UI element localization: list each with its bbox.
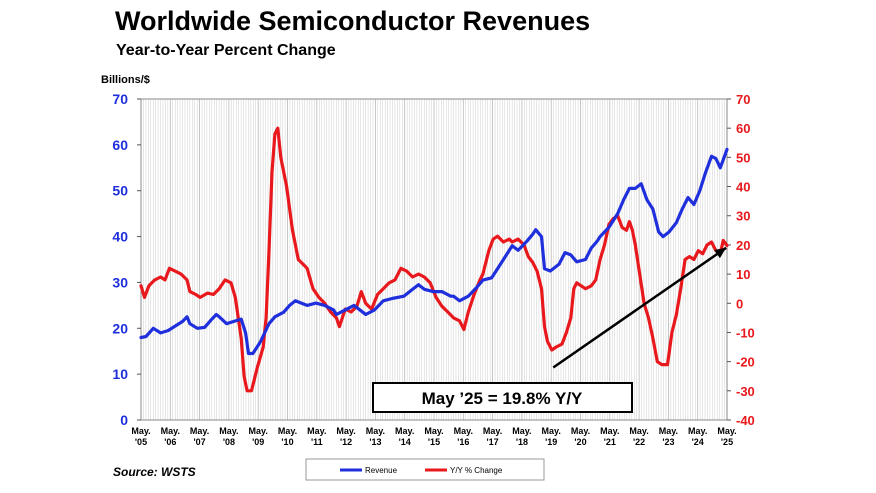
x-tick-year-label: '16 <box>457 437 469 447</box>
right-tick-label: 50 <box>736 150 750 165</box>
right-tick-label: -30 <box>736 384 755 399</box>
x-tick-label: May. <box>395 426 414 436</box>
left-tick-label: 40 <box>112 229 128 245</box>
x-tick-label: May. <box>600 426 619 436</box>
right-tick-label: 70 <box>736 92 750 107</box>
x-tick-label: May. <box>219 426 238 436</box>
x-tick-label: May. <box>454 426 473 436</box>
x-tick-year-label: '09 <box>252 437 264 447</box>
x-tick-label: May. <box>190 426 209 436</box>
x-tick-year-label: '14 <box>399 437 411 447</box>
right-tick-label: 30 <box>736 209 750 224</box>
right-tick-label: 40 <box>736 180 750 195</box>
left-tick-label: 0 <box>120 412 128 428</box>
callout-text: May ’25 = 19.8% Y/Y <box>422 389 583 408</box>
x-tick-label: May. <box>131 426 150 436</box>
x-tick-label: May. <box>571 426 590 436</box>
trend-arrow <box>552 246 727 369</box>
trend-arrow-head <box>714 247 727 259</box>
x-tick-label: May. <box>512 426 531 436</box>
left-tick-label: 70 <box>112 91 128 107</box>
callout-box: May ’25 = 19.8% Y/Y <box>372 382 633 413</box>
x-tick-label: May. <box>659 426 678 436</box>
left-axis-ticks: 0 10 20 30 40 50 60 70 <box>112 91 141 428</box>
left-tick-label: 60 <box>112 137 128 153</box>
x-tick-label: May. <box>424 426 443 436</box>
x-tick-year-label: '12 <box>340 437 352 447</box>
right-tick-label: -20 <box>736 355 755 370</box>
trend-arrow-shaft <box>552 246 727 369</box>
x-tick-year-label: '21 <box>604 437 616 447</box>
x-tick-label: May. <box>278 426 297 436</box>
chart-subtitle: Year-to-Year Percent Change <box>116 42 336 59</box>
legend: Revenue Y/Y % Change <box>305 458 545 481</box>
x-tick-year-label: '18 <box>516 437 528 447</box>
left-tick-label: 20 <box>112 320 128 336</box>
x-tick-year-label: '15 <box>428 437 440 447</box>
plot-frame <box>140 98 728 421</box>
x-tick-year-label: '23 <box>662 437 674 447</box>
x-tick-label: May. <box>249 426 268 436</box>
series-layer <box>139 126 729 393</box>
source-note: Source: WSTS <box>113 465 196 479</box>
x-tick-label: May. <box>483 426 502 436</box>
x-tick-year-label: '20 <box>574 437 586 447</box>
x-tick-year-label: '08 <box>223 437 235 447</box>
x-tick-label: May. <box>717 426 736 436</box>
x-tick-label: May. <box>629 426 648 436</box>
x-tick-year-label: '11 <box>311 437 323 447</box>
left-axis-units-label: Billions/$ <box>101 74 150 86</box>
x-tick-year-label: '22 <box>633 437 645 447</box>
right-tick-label: -10 <box>736 325 755 340</box>
right-tick-label: 10 <box>736 267 750 282</box>
x-tick-year-label: '05 <box>135 437 147 447</box>
right-tick-label: -40 <box>736 413 755 428</box>
legend-revenue-label: Revenue <box>365 466 398 475</box>
chart-grid <box>140 98 728 421</box>
x-tick-year-label: '17 <box>487 437 499 447</box>
x-tick-year-label: '10 <box>281 437 293 447</box>
right-tick-label: 60 <box>736 121 750 136</box>
x-axis-ticks: May.'05May.'06May.'07May.'08May.'09May.'… <box>131 426 736 447</box>
x-tick-year-label: '13 <box>369 437 381 447</box>
x-tick-year-label: '07 <box>194 437 206 447</box>
x-tick-label: May. <box>336 426 355 436</box>
right-axis-ticks: -40 -30 -20 -10 0 10 20 30 40 50 60 70 <box>727 92 755 428</box>
x-tick-year-label: '19 <box>545 437 557 447</box>
x-tick-label: May. <box>307 426 326 436</box>
x-tick-label: May. <box>688 426 707 436</box>
yoy-change-line <box>139 126 729 393</box>
legend-yoy-label: Y/Y % Change <box>450 466 503 475</box>
left-tick-label: 50 <box>112 183 128 199</box>
right-tick-label: 0 <box>736 296 743 311</box>
x-tick-year-label: '06 <box>164 437 176 447</box>
left-tick-label: 30 <box>112 274 128 290</box>
right-tick-label: 20 <box>736 238 750 253</box>
x-tick-year-label: '24 <box>692 437 704 447</box>
x-tick-year-label: '25 <box>721 437 733 447</box>
x-tick-label: May. <box>542 426 561 436</box>
x-tick-label: May. <box>366 426 385 436</box>
chart-title: Worldwide Semiconductor Revenues <box>115 6 591 36</box>
revenue-line <box>139 147 729 356</box>
x-tick-label: May. <box>161 426 180 436</box>
left-tick-label: 10 <box>112 366 128 382</box>
